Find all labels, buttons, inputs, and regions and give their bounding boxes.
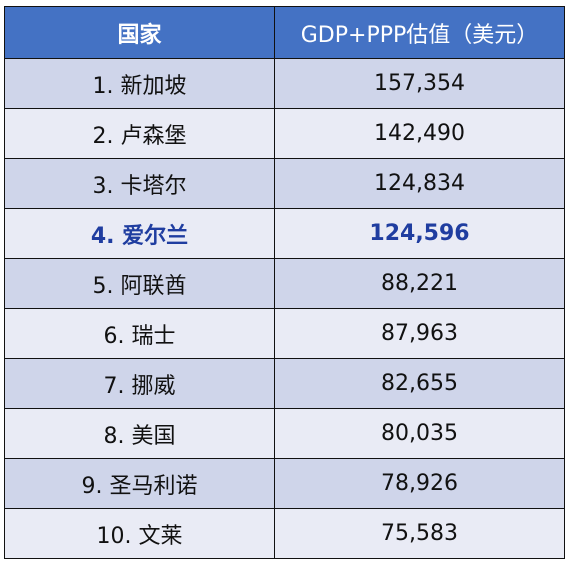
gdp-ranking-table-wrapper: 国家 GDP+PPP估值（美元） 1. 新加坡 157,354 2. 卢森堡 1… — [4, 6, 565, 559]
gdp-value-cell: 142,490 — [274, 108, 565, 159]
header-row: 国家 GDP+PPP估值（美元） — [4, 6, 565, 59]
country-cell: 5. 阿联酋 — [4, 258, 275, 309]
gdp-value-cell: 124,596 — [274, 208, 565, 259]
table-row-highlighted: 4. 爱尔兰 124,596 — [4, 208, 565, 259]
country-cell: 8. 美国 — [4, 408, 275, 459]
country-cell: 7. 挪威 — [4, 358, 275, 409]
gdp-value-cell: 82,655 — [274, 358, 565, 409]
table-row: 2. 卢森堡 142,490 — [4, 108, 565, 159]
table-row: 10. 文莱 75,583 — [4, 508, 565, 559]
gdp-value-cell: 88,221 — [274, 258, 565, 309]
gdp-value-cell: 124,834 — [274, 158, 565, 209]
table-row: 7. 挪威 82,655 — [4, 358, 565, 409]
header-country: 国家 — [4, 6, 275, 59]
table-row: 3. 卡塔尔 124,834 — [4, 158, 565, 209]
table-body: 1. 新加坡 157,354 2. 卢森堡 142,490 3. 卡塔尔 124… — [4, 58, 565, 559]
country-cell: 10. 文莱 — [4, 508, 275, 559]
country-cell: 9. 圣马利诺 — [4, 458, 275, 509]
country-cell: 6. 瑞士 — [4, 308, 275, 359]
table-row: 5. 阿联酋 88,221 — [4, 258, 565, 309]
gdp-ranking-table: 国家 GDP+PPP估值（美元） 1. 新加坡 157,354 2. 卢森堡 1… — [4, 6, 565, 559]
table-header: 国家 GDP+PPP估值（美元） — [4, 6, 565, 59]
country-cell: 2. 卢森堡 — [4, 108, 275, 159]
gdp-value-cell: 157,354 — [274, 58, 565, 109]
table-row: 1. 新加坡 157,354 — [4, 58, 565, 109]
table-row: 6. 瑞士 87,963 — [4, 308, 565, 359]
header-gdp-ppp: GDP+PPP估值（美元） — [274, 6, 565, 59]
gdp-value-cell: 78,926 — [274, 458, 565, 509]
gdp-value-cell: 87,963 — [274, 308, 565, 359]
gdp-value-cell: 80,035 — [274, 408, 565, 459]
table-row: 9. 圣马利诺 78,926 — [4, 458, 565, 509]
table-row: 8. 美国 80,035 — [4, 408, 565, 459]
country-cell: 1. 新加坡 — [4, 58, 275, 109]
country-cell: 4. 爱尔兰 — [4, 208, 275, 259]
country-cell: 3. 卡塔尔 — [4, 158, 275, 209]
gdp-value-cell: 75,583 — [274, 508, 565, 559]
